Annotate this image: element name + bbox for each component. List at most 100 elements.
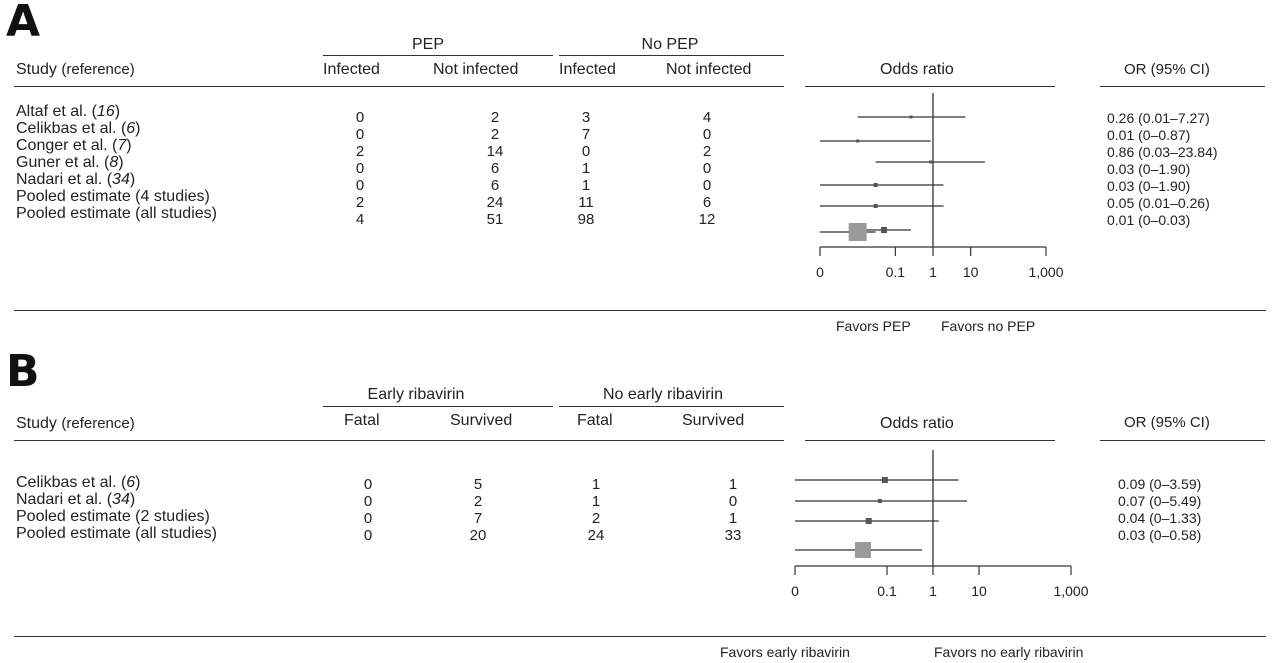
study-column-header: Study (reference) [16,61,135,78]
or-ci-value: 0.03 (0–1.90) [1107,161,1191,177]
cell-value: 5 [473,476,483,493]
group-rule [559,406,784,407]
study-label: Guner et al. (8) [16,154,124,171]
cell-value: 1 [591,476,601,493]
point-estimate-marker [848,223,867,241]
cell-value: 0 [363,510,373,527]
col-header-survived: Survived [682,412,745,429]
cell-value: 4 [702,109,712,126]
or-ci-value: 0.03 (0–1.90) [1107,178,1191,194]
study-label: Celikbas et al. (6) [16,120,141,137]
cell-value: 2 [702,143,712,160]
group-rule [559,55,784,56]
cell-value: 2 [490,126,500,143]
col-header-survived: Survived [450,412,513,429]
or-ci-value: 0.01 (0–0.03) [1107,212,1191,228]
col-header-or-ci: OR (95% CI) [1124,61,1210,78]
point-estimate-marker [880,227,887,233]
forest-plot-panel-a: A PEP No PEP Study (reference) Infected … [0,0,1279,334]
study-column-header: Study (reference) [16,415,135,432]
x-tick-label: 10 [971,583,987,599]
cell-value: 2 [473,493,483,510]
cell-value: 0 [355,126,365,143]
group-header-early-ribavirin: Early ribavirin [367,386,465,403]
section-rule [14,636,1266,637]
cell-value: 33 [724,527,742,544]
header-rule [1100,86,1265,87]
cell-value: 0 [363,476,373,493]
favors-left-label: Favors early ribavirin [720,644,850,660]
cell-value: 1 [581,160,591,177]
point-estimate-marker [854,542,871,558]
cell-value: 7 [581,126,591,143]
cell-value: 3 [581,109,591,126]
header-rule [805,86,1055,87]
x-tick-label: 10 [963,264,979,280]
x-tick-label: 1,000 [1028,264,1063,280]
cell-value: 0 [355,177,365,194]
cell-value: 1 [591,493,601,510]
or-ci-value: 0.03 (0–0.58) [1118,527,1202,543]
col-header-not-infected: Not infected [433,61,519,78]
point-estimate-marker [877,499,882,503]
group-header-no-early-ribavirin: No early ribavirin [602,386,724,403]
col-header-not-infected: Not infected [666,61,752,78]
section-rule [14,310,1266,311]
col-header-fatal: Fatal [577,412,613,429]
forest-plot-svg: 0 0.1 1 10 1,000 [791,450,1089,599]
cell-value: 14 [486,143,504,160]
study-label: Conger et al. (7) [16,137,132,154]
cell-value: 0 [355,109,365,126]
or-ci-value: 0.26 (0.01–7.27) [1107,110,1210,126]
or-ci-value: 0.05 (0.01–0.26) [1107,195,1210,211]
cell-value: 0 [363,527,373,544]
cell-value: 1 [728,510,738,527]
study-label: Pooled estimate (2 studies) [16,508,210,525]
group-rule [323,406,553,407]
favors-right-label: Favors no PEP [941,318,1036,334]
header-rule [805,440,1055,441]
study-label: Pooled estimate (all studies) [16,525,217,542]
cell-value: 0 [702,126,712,143]
study-label: Celikbas et al. (6) [16,474,141,491]
or-ci-value: 0.09 (0–3.59) [1118,476,1202,492]
study-label: Altaf et al. (16) [16,103,121,120]
cell-value: 1 [581,177,591,194]
cell-value: 24 [587,527,605,544]
col-header-infected: Infected [559,61,616,78]
cell-value: 11 [578,194,594,211]
favors-right-label: Favors no early ribavirin [934,644,1084,660]
point-estimate-marker [909,115,913,119]
cell-value: 2 [490,109,500,126]
x-tick-label: 0.1 [886,264,906,280]
cell-value: 0 [702,160,712,177]
x-tick-label: 1,000 [1053,583,1088,599]
cell-value: 51 [486,211,504,228]
point-estimate-marker [881,477,888,483]
cell-value: 1 [728,476,738,493]
col-header-infected: Infected [323,61,380,78]
x-tick-label: 0 [791,583,799,599]
cell-value: 2 [355,143,365,160]
x-tick-label: 1 [929,583,937,599]
cell-value: 0 [581,143,591,160]
cell-value: 0 [702,177,712,194]
cell-value: 2 [355,194,365,211]
or-ci-value: 0.86 (0.03–23.84) [1107,144,1218,160]
favors-left-label: Favors PEP [836,318,911,334]
point-estimate-marker [856,139,860,143]
cell-value: 12 [698,211,716,228]
panel-letter: A [6,0,41,47]
forest-plot-panel-b: B Early ribavirin No early ribavirin Stu… [0,330,1279,663]
header-rule [1100,440,1265,441]
point-estimate-marker [929,160,933,164]
header-rule [14,440,784,441]
cell-value: 0 [728,493,738,510]
cell-value: 98 [577,211,595,228]
cell-value: 2 [591,510,601,527]
or-ci-value: 0.07 (0–5.49) [1118,493,1202,509]
point-estimate-marker [873,204,878,208]
cell-value: 20 [469,527,487,544]
point-estimate-marker [873,183,878,187]
cell-value: 0 [355,160,365,177]
